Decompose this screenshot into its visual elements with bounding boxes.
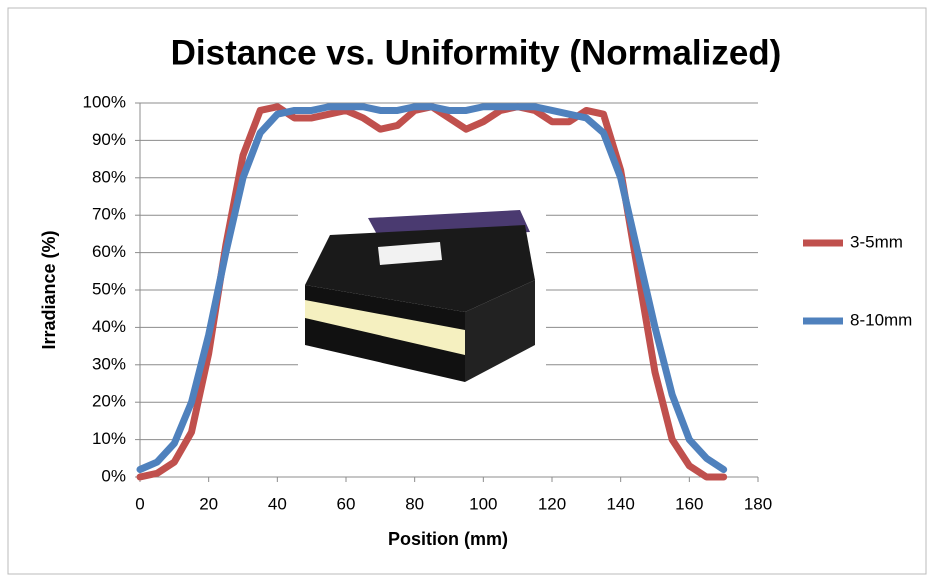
x-tick-label: 100	[469, 494, 497, 513]
y-tick-label: 20%	[92, 392, 126, 411]
x-tick-label: 20	[199, 494, 218, 513]
image-label	[378, 242, 442, 265]
y-tick-label: 90%	[92, 130, 126, 149]
image-side	[465, 280, 535, 382]
plot-lines	[136, 103, 728, 481]
y-tick-label: 60%	[92, 242, 126, 261]
x-axis-label: Position (mm)	[388, 529, 508, 549]
legend-label: 3-5mm	[850, 232, 903, 251]
x-tick-label: 140	[606, 494, 634, 513]
y-tick-label: 70%	[92, 205, 126, 224]
y-tick-label: 10%	[92, 429, 126, 448]
data-line	[136, 103, 728, 474]
legend-label: 8-10mm	[850, 310, 912, 329]
image-top	[305, 225, 535, 312]
y-tick-label: 80%	[92, 167, 126, 186]
image-window	[305, 300, 465, 355]
y-tick-label: 30%	[92, 354, 126, 373]
x-tick-label: 160	[675, 494, 703, 513]
chart-title: Distance vs. Uniformity (Normalized)	[171, 33, 782, 72]
y-tick-label: 0%	[101, 466, 126, 485]
x-tick-label: 60	[337, 494, 356, 513]
x-tick-label: 40	[268, 494, 287, 513]
x-tick-label: 180	[744, 494, 772, 513]
legend: 3-5mm 8-10mm	[803, 232, 912, 329]
y-axis-label: Irradiance (%)	[39, 230, 59, 349]
y-tick-label: 100%	[83, 92, 126, 111]
x-tick-label: 80	[405, 494, 424, 513]
x-tick-label: 120	[538, 494, 566, 513]
y-tick-label: 40%	[92, 317, 126, 336]
y-tick-label: 50%	[92, 279, 126, 298]
x-tick-label: 0	[135, 494, 144, 513]
product-image	[298, 203, 546, 385]
